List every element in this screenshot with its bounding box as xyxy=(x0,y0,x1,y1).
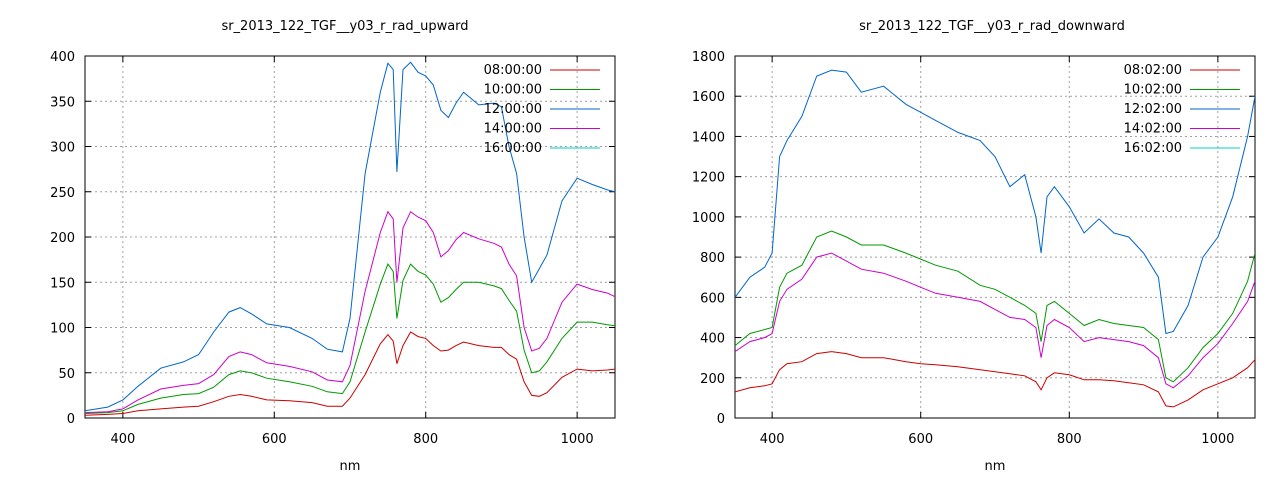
legend-label: 08:00:00 xyxy=(484,63,542,78)
series-line-12:00:00 xyxy=(85,61,615,412)
y-tick-label: 600 xyxy=(700,291,725,306)
y-tick-label: 1200 xyxy=(692,171,725,186)
y-tick-label: 100 xyxy=(50,322,75,337)
y-tick-label: 1600 xyxy=(692,90,725,105)
y-tick-label: 800 xyxy=(700,251,725,266)
series-line-10:02:00 xyxy=(735,230,1255,383)
legend-label: 16:00:00 xyxy=(484,141,542,156)
x-tick-label: 1000 xyxy=(561,432,594,447)
legend-label: 10:00:00 xyxy=(484,83,542,98)
x-tick-label: 1000 xyxy=(1201,432,1234,447)
legend-label: 16:02:00 xyxy=(1124,141,1182,156)
y-tick-label: 150 xyxy=(50,276,75,291)
chart-panel-1: 400 600 800 1000 0 50 100 150 200 250 300 350 400 sr_… xyxy=(50,19,616,474)
y-tick-label: 200 xyxy=(50,231,75,246)
y-tick-label: 350 xyxy=(50,95,75,110)
chart-title: sr_2013_122_TGF__y03_r_rad_downward xyxy=(859,19,1125,34)
series-line-14:02:00 xyxy=(735,252,1255,389)
series-line-14:00:00 xyxy=(85,210,615,414)
x-tick-label: 400 xyxy=(760,432,785,447)
plot-frame xyxy=(734,55,1256,419)
series-line-10:00:00 xyxy=(85,263,615,414)
y-tick-label: 1000 xyxy=(692,211,725,226)
y-tick-label: 0 xyxy=(717,412,725,427)
y-tick-label: 300 xyxy=(50,141,75,156)
x-tick-label: 600 xyxy=(908,432,933,447)
y-tick-label: 200 xyxy=(700,372,725,387)
series-line-08:00:00 xyxy=(85,331,615,416)
x-tick-label: 800 xyxy=(1057,432,1082,447)
legend-label: 08:02:00 xyxy=(1124,63,1182,78)
y-tick-label: 400 xyxy=(700,332,725,347)
y-tick-label: 250 xyxy=(50,186,75,201)
x-tick-label: 600 xyxy=(262,432,287,447)
legend-label: 14:00:00 xyxy=(484,122,542,137)
x-axis-label: nm xyxy=(985,459,1006,474)
legend-label: 12:00:00 xyxy=(484,102,542,117)
x-tick-label: 800 xyxy=(413,432,438,447)
series-line-08:02:00 xyxy=(735,351,1255,408)
y-tick-label: 50 xyxy=(58,367,75,382)
series-line-12:02:00 xyxy=(735,69,1255,335)
y-tick-label: 1800 xyxy=(692,50,725,65)
chart-panel-2: 400 600 800 1000 0 200 400 600 800 1000 1200 1400 16… xyxy=(692,19,1256,474)
legend-label: 10:02:00 xyxy=(1124,83,1182,98)
x-tick-label: 400 xyxy=(110,432,135,447)
chart-title: sr_2013_122_TGF__y03_r_rad_upward xyxy=(221,19,468,34)
y-tick-label: 1400 xyxy=(692,130,725,145)
x-axis-label: nm xyxy=(340,459,361,474)
legend-label: 12:02:00 xyxy=(1124,102,1182,117)
y-tick-label: 400 xyxy=(50,50,75,65)
legend-label: 14:02:00 xyxy=(1124,122,1182,137)
y-tick-label: 0 xyxy=(67,412,75,427)
